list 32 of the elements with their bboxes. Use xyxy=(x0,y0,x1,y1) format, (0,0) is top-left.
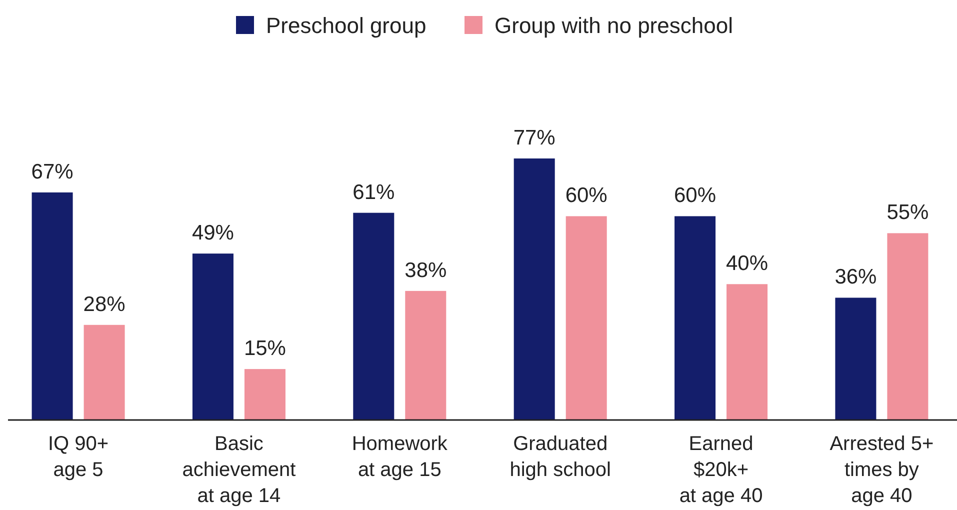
bar xyxy=(244,369,286,420)
bar xyxy=(405,290,446,420)
bar xyxy=(887,233,928,420)
bar xyxy=(835,298,876,420)
bar xyxy=(32,192,73,420)
legend-label: Preschool group xyxy=(266,13,426,38)
data-label: 28% xyxy=(83,292,126,316)
bar xyxy=(726,284,768,420)
data-label: 55% xyxy=(886,201,929,224)
data-label: 61% xyxy=(352,180,395,204)
bar xyxy=(192,254,234,420)
bar xyxy=(514,158,555,420)
data-label: 49% xyxy=(192,222,234,245)
bar xyxy=(566,216,607,420)
bar xyxy=(84,324,125,420)
data-label: 40% xyxy=(726,252,768,276)
bar xyxy=(674,216,716,420)
x-tick-label: Arrested 5+ times by age 40 xyxy=(830,433,934,507)
data-label: 60% xyxy=(674,184,716,208)
x-tick-label: IQ 90+ age 5 xyxy=(48,433,109,481)
x-tick-label: Homework at age 15 xyxy=(352,433,448,481)
legend-label: Group with no preschool xyxy=(494,13,733,38)
data-label: 36% xyxy=(834,266,877,289)
bar xyxy=(353,212,394,420)
data-label: 77% xyxy=(513,126,556,150)
data-label: 15% xyxy=(244,337,286,360)
x-tick-label: Graduated high school xyxy=(510,433,611,481)
data-label: 67% xyxy=(31,160,74,184)
data-label: 60% xyxy=(565,184,608,208)
x-tick-label: Basic achievement at age 14 xyxy=(182,433,296,507)
data-label: 38% xyxy=(404,258,447,282)
x-tick-label: Earned $20k+ at age 40 xyxy=(679,433,763,507)
